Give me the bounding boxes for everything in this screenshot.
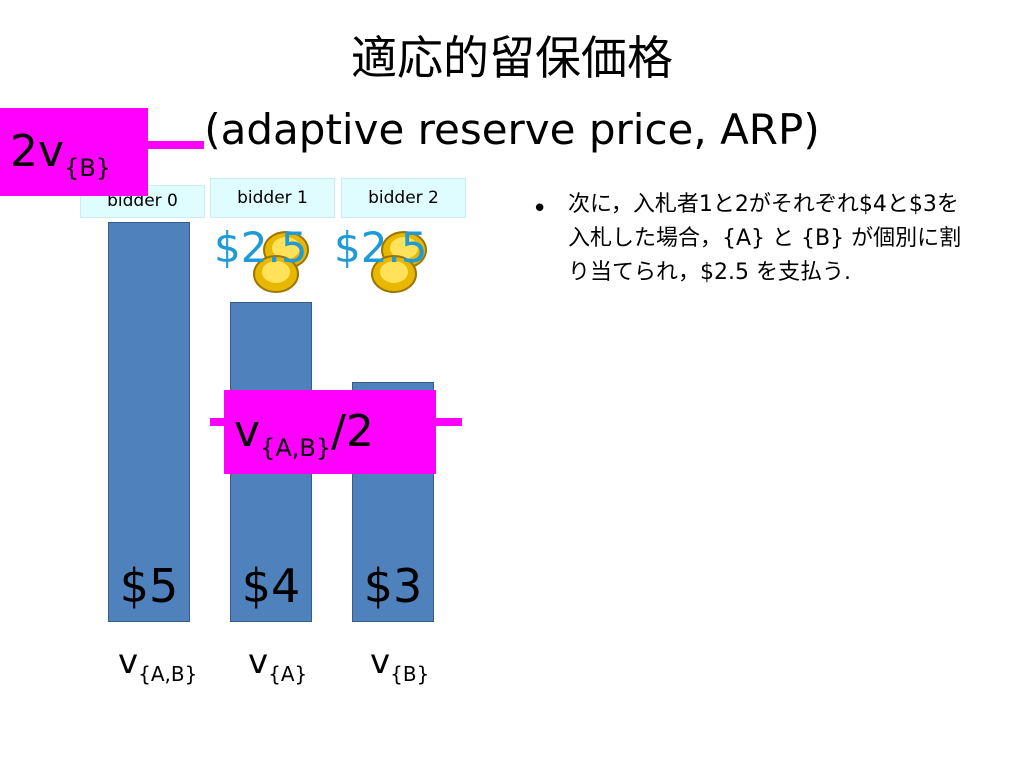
payment-label-bidder-1: $2.5 [214,223,308,272]
reserve-label-2vb: 2v{B} [0,108,148,196]
gold-coins-icon [371,231,427,293]
slide-subtitle: (adaptive reserve price, ARP) [204,105,820,154]
slide-title: 適応的留保価格 [351,31,673,85]
bar-value-label: $4 [241,559,301,613]
gold-coins-icon [253,231,309,293]
x-axis-label: v{B} [370,642,430,686]
bar-value-label: $5 [119,559,179,613]
bidder-label: bidder 2 [341,178,466,218]
x-axis-label: v{A,B} [118,642,198,686]
bullet-text: 次に，入札者1と2がそれぞれ$4と$3を入札した場合，{A} と {B} が個別… [568,192,962,285]
bar-bidder-0 [108,222,190,622]
bar-value-label: $3 [363,559,423,613]
bullet-marker: • [532,194,548,224]
reserve-line-2vb [148,141,204,149]
bidder-label: bidder 1 [210,178,335,218]
payment-label-bidder-2: $2.5 [334,223,428,272]
x-axis-label: v{A} [248,642,308,686]
reserve-label-vab-half: v{A,B}/2 [224,390,436,474]
